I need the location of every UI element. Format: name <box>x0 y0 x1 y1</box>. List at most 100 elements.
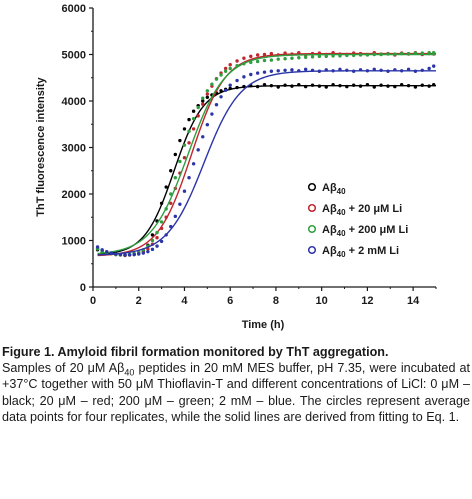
data-point <box>235 63 239 68</box>
legend-label: Aβ40 <box>322 182 346 196</box>
caption-text: Samples of 20 μM Aβ <box>2 361 125 376</box>
x-tick-label: 4 <box>181 295 188 307</box>
data-point <box>255 71 260 75</box>
data-point <box>400 69 404 73</box>
data-point <box>178 202 182 206</box>
data-point <box>393 52 397 56</box>
y-tick-label: 6000 <box>62 3 86 15</box>
data-point <box>406 83 411 88</box>
data-point <box>196 105 200 110</box>
data-point <box>191 162 196 166</box>
data-point <box>262 70 267 74</box>
data-point <box>379 52 383 57</box>
data-point <box>331 83 335 87</box>
data-point <box>351 69 356 73</box>
data-point <box>290 56 294 60</box>
data-point <box>223 88 228 93</box>
data-point <box>413 85 418 89</box>
data-point <box>297 50 301 55</box>
data-point <box>173 214 178 219</box>
data-point <box>235 78 239 83</box>
y-tick-label: 2000 <box>62 189 86 201</box>
data-point <box>164 185 168 189</box>
x-tick-label: 8 <box>273 295 279 307</box>
data-point <box>276 85 280 89</box>
data-point <box>159 201 164 205</box>
data-point <box>242 56 246 60</box>
x-axis-ticks: 0 2 4 6 8 10 12 14 <box>90 287 437 307</box>
data-point <box>219 95 223 99</box>
data-point <box>255 53 260 57</box>
data-point <box>351 53 356 58</box>
data-point <box>223 66 228 71</box>
data-point <box>205 92 210 96</box>
data-point <box>427 50 431 55</box>
data-point <box>365 53 370 57</box>
y-tick-label: 0 <box>80 282 86 294</box>
data-point <box>345 53 349 58</box>
legend-marker <box>307 224 317 234</box>
data-point <box>228 83 232 87</box>
x-tick-label: 14 <box>407 295 420 307</box>
data-point <box>249 72 253 77</box>
data-point <box>191 109 196 113</box>
data-point <box>324 68 328 72</box>
data-point <box>205 89 210 93</box>
data-point <box>178 138 182 143</box>
data-point <box>255 84 260 89</box>
data-point <box>358 68 363 72</box>
data-point <box>182 127 187 131</box>
data-point <box>276 69 280 73</box>
data-point <box>420 83 424 87</box>
data-point <box>427 66 431 71</box>
data-point <box>95 245 100 249</box>
data-point <box>169 192 173 196</box>
data-point <box>262 83 267 87</box>
caption-text: peptides in 20 mM MES buffer, pH 7.35, w… <box>2 361 471 424</box>
data-point <box>365 83 370 87</box>
data-point <box>324 54 328 59</box>
data-point <box>242 62 246 66</box>
data-point <box>324 85 328 89</box>
data-point <box>262 58 267 63</box>
data-point <box>310 55 315 59</box>
data-point <box>235 59 239 63</box>
data-point <box>345 68 349 73</box>
legend-marker <box>307 245 317 255</box>
data-point <box>219 73 223 77</box>
data-point <box>114 252 118 256</box>
data-point <box>228 63 232 67</box>
data-point <box>132 252 136 257</box>
data-point <box>196 148 200 152</box>
data-point <box>201 99 205 103</box>
data-point <box>164 207 168 211</box>
data-point <box>137 252 141 256</box>
data-point <box>191 127 196 131</box>
legend-label: Aβ40 + 200 μM Li <box>322 224 408 238</box>
y-axis-title: ThT fluorescence intensity <box>35 76 47 216</box>
data-point <box>386 52 390 56</box>
y-tick-label: 4000 <box>62 96 86 108</box>
data-point <box>420 51 424 55</box>
data-point <box>242 84 246 89</box>
chart: 0 1000 2000 3000 4000 5000 6000 0 2 4 6 8 10 12 14 Th… <box>35 3 437 331</box>
data-point <box>331 54 335 58</box>
legend-marker <box>307 182 317 192</box>
data-point <box>178 159 182 164</box>
x-axis-title: Time (h) <box>242 319 285 331</box>
data-point <box>372 52 376 57</box>
data-point <box>432 50 436 55</box>
data-point <box>269 69 274 73</box>
data-point <box>303 55 308 59</box>
data-point <box>164 233 168 237</box>
data-point <box>310 83 315 87</box>
data-point <box>269 58 274 62</box>
data-point <box>290 84 294 88</box>
plot-area <box>95 50 436 258</box>
data-point <box>379 83 383 87</box>
caption-subscript: 40 <box>124 367 135 378</box>
data-point <box>317 54 322 59</box>
data-point <box>269 51 274 56</box>
data-point <box>338 54 342 58</box>
data-point <box>205 123 210 127</box>
